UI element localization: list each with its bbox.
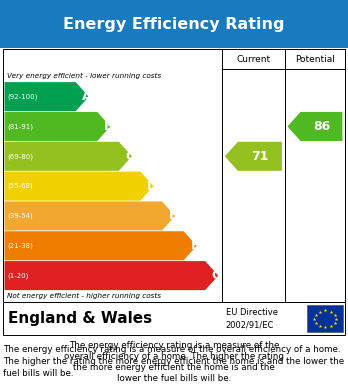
Text: EU Directive
2002/91/EC: EU Directive 2002/91/EC [226, 308, 277, 329]
Text: G: G [211, 269, 221, 282]
Polygon shape [5, 261, 218, 290]
Text: Not energy efficient - higher running costs: Not energy efficient - higher running co… [7, 293, 161, 300]
Text: 71: 71 [251, 150, 269, 163]
Text: The energy efficiency rating is a measure of the: The energy efficiency rating is a measur… [69, 341, 279, 350]
Polygon shape [5, 112, 110, 141]
Text: E: E [169, 210, 177, 222]
Text: (69-80): (69-80) [7, 153, 33, 160]
Polygon shape [5, 231, 197, 260]
Bar [307, 305, 343, 332]
Text: (21-38): (21-38) [7, 242, 33, 249]
Text: F: F [190, 239, 199, 252]
Text: Current: Current [236, 54, 270, 64]
Polygon shape [5, 82, 89, 111]
Bar [3, 302, 345, 335]
Text: the more energy efficient the home is and the: the more energy efficient the home is an… [73, 363, 275, 372]
Text: (39-54): (39-54) [7, 213, 33, 219]
Bar [0, 0, 348, 48]
Bar [3, 49, 345, 302]
Text: C: C [125, 150, 135, 163]
Text: B: B [104, 120, 113, 133]
Text: England & Wales: England & Wales [8, 311, 152, 326]
Polygon shape [5, 201, 175, 230]
Text: (81-91): (81-91) [7, 123, 33, 130]
Text: lower the fuel bills will be.: lower the fuel bills will be. [117, 374, 231, 383]
Text: (1-20): (1-20) [7, 273, 29, 279]
Polygon shape [225, 142, 282, 171]
Text: overall efficiency of a home. The higher the rating: overall efficiency of a home. The higher… [64, 352, 284, 361]
Text: (55-68): (55-68) [7, 183, 33, 189]
Polygon shape [5, 172, 153, 201]
Text: Very energy efficient - lower running costs: Very energy efficient - lower running co… [7, 73, 161, 79]
Text: (92-100): (92-100) [7, 93, 38, 100]
Text: D: D [147, 179, 157, 193]
Text: A: A [82, 90, 92, 103]
Polygon shape [5, 142, 132, 171]
Text: Energy Efficiency Rating: Energy Efficiency Rating [63, 17, 285, 32]
Text: 86: 86 [313, 120, 330, 133]
Polygon shape [287, 112, 342, 141]
Text: The energy efficiency rating is a measure of the overall efficiency of a home. T: The energy efficiency rating is a measur… [3, 344, 345, 378]
Text: Potential: Potential [295, 54, 335, 64]
